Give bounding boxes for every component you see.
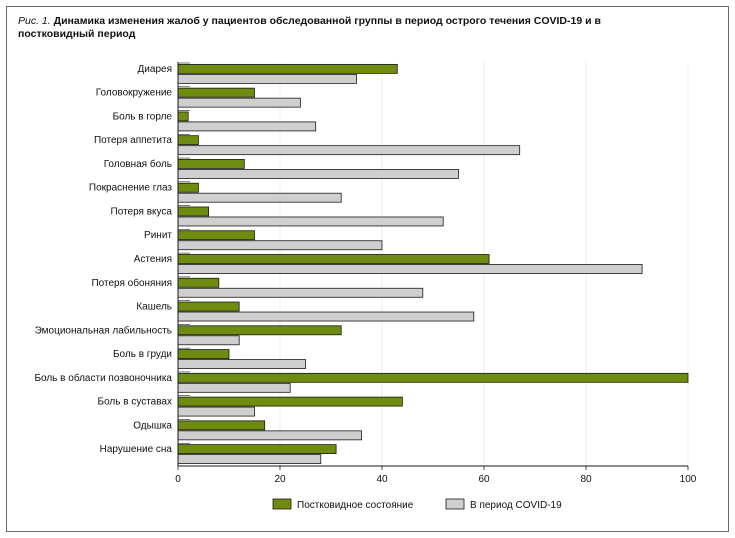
bar-postcovid (177, 206, 210, 217)
x-tick-label: 20 (274, 474, 286, 485)
bar-covid (177, 145, 521, 156)
bar-covid (177, 406, 255, 417)
category-label: Боль в суставах (98, 397, 173, 408)
bar-postcovid (177, 159, 245, 169)
bar-covid (177, 169, 459, 179)
bar-covid (177, 97, 301, 108)
bars (177, 63, 689, 465)
category-label: Потеря вкуса (111, 206, 173, 217)
category-label: Потеря обоняния (91, 277, 172, 289)
x-tick-labels: 0 20 40 60 80 100 (175, 474, 697, 485)
bar-postcovid (177, 111, 189, 122)
bar-postcovid (177, 87, 255, 98)
category-label: Одышка (133, 420, 172, 431)
bar-covid (177, 287, 424, 298)
legend-label: Постковидное состояние (297, 500, 414, 511)
figure-number: Рис. 1. (18, 15, 51, 27)
category-label: Диарея (138, 64, 172, 75)
x-tick-label: 100 (680, 474, 697, 485)
bar-postcovid (177, 230, 255, 241)
category-label: Боль в области позвоночника (34, 372, 172, 384)
bar-covid (177, 121, 317, 132)
bar-postcovid (177, 301, 240, 312)
category-label: Эмоциональная лабильность (35, 324, 172, 336)
bar-covid (177, 311, 475, 322)
category-label: Ринит (144, 230, 172, 241)
chart-frame (6, 6, 729, 532)
bar-postcovid (177, 420, 266, 431)
x-tick-label: 40 (376, 474, 388, 485)
category-label: Боль в груди (113, 349, 172, 360)
bar-covid (177, 264, 643, 274)
bar-covid (177, 454, 322, 465)
bar-postcovid (177, 372, 689, 383)
category-labels: Диарея Головокружение Боль в горле Потеря а… (34, 64, 172, 455)
bar-covid (177, 192, 342, 203)
bar-covid (177, 73, 357, 84)
legend-swatch (272, 498, 292, 510)
bar-covid (177, 240, 383, 251)
category-label: Головная боль (104, 158, 172, 170)
bar-postcovid (177, 325, 342, 336)
bar-covid (177, 382, 291, 393)
bar-postcovid (177, 444, 337, 455)
category-label: Покраснение глаз (89, 183, 172, 194)
category-label: Боль в горле (113, 111, 173, 122)
chart-title: Рис. 1. Динамика изменения жалоб у пацие… (18, 15, 618, 41)
category-label: Головокружение (96, 88, 173, 99)
legend: Постковидное состояние В период COVID-19 (272, 498, 562, 511)
bar-covid (177, 335, 240, 346)
bar-covid (177, 216, 444, 227)
x-tick-label: 80 (580, 474, 592, 485)
category-label: Нарушение сна (100, 444, 173, 455)
bar-postcovid (177, 277, 220, 288)
bar-postcovid (177, 135, 199, 146)
figure-caption: Динамика изменения жалоб у пациентов обс… (18, 15, 601, 40)
legend-label: В период COVID-19 (470, 500, 562, 511)
bar-covid (177, 430, 363, 441)
x-tick-label: 0 (175, 474, 181, 485)
axes (177, 62, 689, 470)
bar-postcovid (177, 349, 230, 359)
legend-swatch (445, 498, 465, 510)
bar-postcovid (177, 396, 403, 407)
bar-postcovid (177, 182, 199, 193)
category-label: Астения (134, 254, 172, 265)
bar-postcovid (177, 254, 490, 264)
bar-postcovid (177, 63, 398, 74)
x-tick-label: 60 (478, 474, 490, 485)
category-label: Потеря аппетита (94, 135, 172, 146)
category-label: Кашель (136, 302, 172, 313)
bar-covid (177, 359, 306, 369)
